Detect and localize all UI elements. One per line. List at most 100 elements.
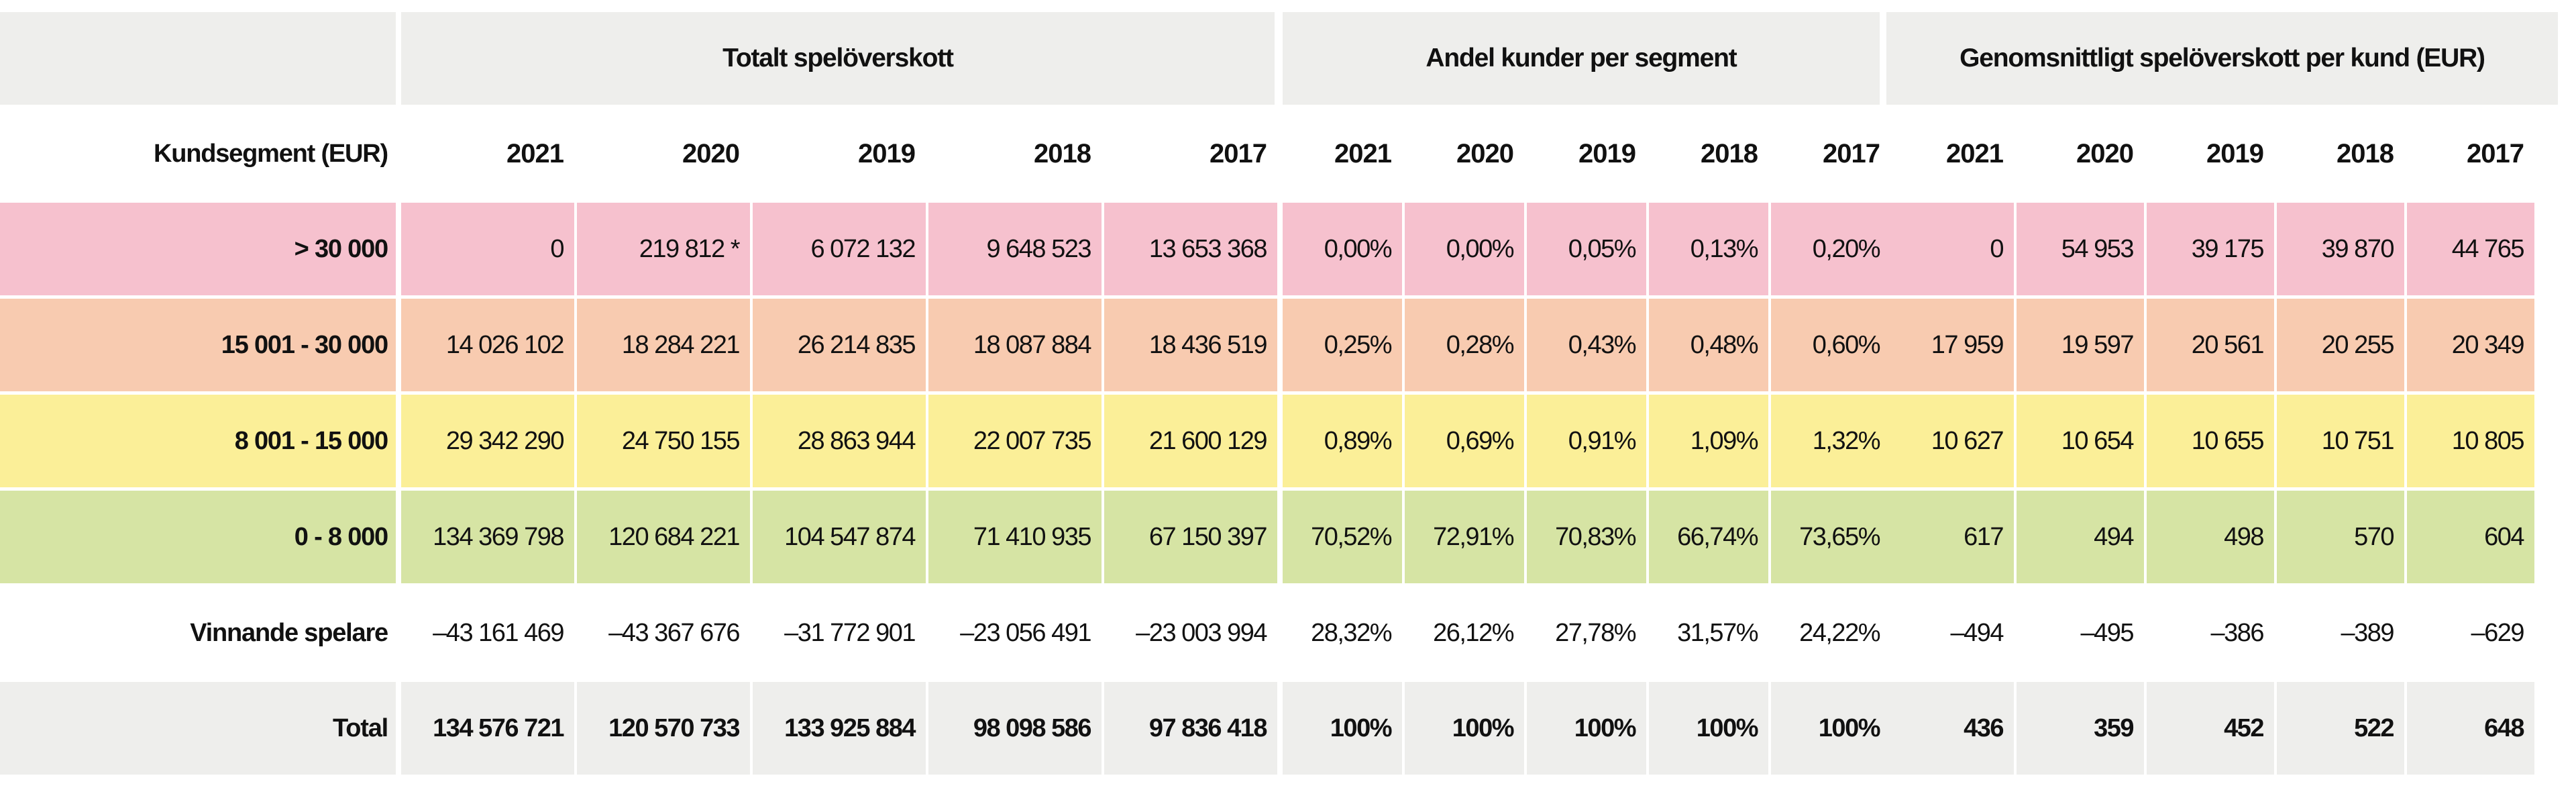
cell-avg: 604 <box>2407 491 2534 583</box>
cell-total: 29 342 290 <box>401 395 574 487</box>
cell-total: 21 600 129 <box>1104 395 1277 487</box>
cell-total: 18 087 884 <box>928 299 1102 391</box>
year-header-share: 2019 <box>1578 138 1636 168</box>
year-header-total: 2018 <box>1034 138 1091 168</box>
cell-share: 24,22% <box>1771 587 1890 679</box>
table-row: Total 134 576 721 120 570 733 133 925 884 98… <box>0 682 2576 775</box>
cell-share: 0,28% <box>1405 299 1524 391</box>
cell-avg: 10 805 <box>2407 395 2534 487</box>
cell-total: 120 570 733 <box>577 682 750 775</box>
row-label: Vinnande spelare <box>0 587 396 679</box>
cell-total: 97 836 418 <box>1104 682 1277 775</box>
cell-avg: –389 <box>2277 587 2404 679</box>
cell-share: 1,09% <box>1649 395 1768 487</box>
cell-total: 18 436 519 <box>1104 299 1277 391</box>
cell-share: 31,57% <box>1649 587 1768 679</box>
segment-header: Kundsegment (EUR) <box>153 139 388 168</box>
cell-total: 24 750 155 <box>577 395 750 487</box>
cell-share: 0,60% <box>1771 299 1890 391</box>
cell-avg: 648 <box>2407 682 2534 775</box>
table-row: 8 001 - 15 000 29 342 290 24 750 155 28 863… <box>0 395 2576 487</box>
cell-total: 18 284 221 <box>577 299 750 391</box>
cell-share: 0,91% <box>1527 395 1646 487</box>
cell-share: 72,91% <box>1405 491 1524 583</box>
year-header-avg: 2017 <box>2467 138 2524 168</box>
cell-share: 73,65% <box>1771 491 1890 583</box>
row-label: 8 001 - 15 000 <box>0 395 396 487</box>
cell-total: 120 684 221 <box>577 491 750 583</box>
cell-avg: 10 627 <box>1886 395 2014 487</box>
cell-share: 66,74% <box>1649 491 1768 583</box>
cell-total: 71 410 935 <box>928 491 1102 583</box>
cell-share: 100% <box>1527 682 1646 775</box>
year-header-total: 2019 <box>858 138 916 168</box>
year-header-avg: 2021 <box>1946 138 2004 168</box>
cell-total: 6 072 132 <box>753 203 926 295</box>
cell-avg: –494 <box>1886 587 2014 679</box>
cell-avg: 436 <box>1886 682 2014 775</box>
cell-avg: 0 <box>1886 203 2014 295</box>
cell-avg: 20 349 <box>2407 299 2534 391</box>
year-header-row: Kundsegment (EUR) 2021 2020 2019 2018 2017 202… <box>0 107 2576 200</box>
cell-total: –43 161 469 <box>401 587 574 679</box>
year-header-share: 2018 <box>1701 138 1758 168</box>
cell-avg: 617 <box>1886 491 2014 583</box>
year-header-avg: 2020 <box>2076 138 2134 168</box>
year-header-avg: 2018 <box>2337 138 2394 168</box>
cell-total: –23 056 491 <box>928 587 1102 679</box>
cell-share: 0,20% <box>1771 203 1890 295</box>
cell-share: 28,32% <box>1283 587 1402 679</box>
cell-avg: 10 751 <box>2277 395 2404 487</box>
cell-total: 26 214 835 <box>753 299 926 391</box>
cell-share: 26,12% <box>1405 587 1524 679</box>
cell-share: 100% <box>1283 682 1402 775</box>
cell-total: 98 098 586 <box>928 682 1102 775</box>
cell-total: –31 772 901 <box>753 587 926 679</box>
cell-avg: 20 255 <box>2277 299 2404 391</box>
cell-avg: 452 <box>2147 682 2274 775</box>
cell-total: 0 <box>401 203 574 295</box>
year-header-avg: 2019 <box>2206 138 2264 168</box>
cell-total: –43 367 676 <box>577 587 750 679</box>
cell-avg: 498 <box>2147 491 2274 583</box>
cell-avg: 39 870 <box>2277 203 2404 295</box>
table-row: > 30 000 0 219 812 * 6 072 132 9 648 523 13 6… <box>0 203 2576 295</box>
cell-total: 134 369 798 <box>401 491 574 583</box>
group-header-3: Genomsnittligt spelöverskott per kund (E… <box>1886 12 2558 105</box>
cell-avg: 359 <box>2017 682 2144 775</box>
cell-avg: 522 <box>2277 682 2404 775</box>
year-header-total: 2021 <box>506 138 564 168</box>
year-header-total: 2020 <box>682 138 740 168</box>
cell-share: 100% <box>1771 682 1890 775</box>
cell-avg: 10 654 <box>2017 395 2144 487</box>
cell-share: 100% <box>1405 682 1524 775</box>
group-header-2: Andel kunder per segment <box>1283 12 1880 105</box>
cell-share: 0,89% <box>1283 395 1402 487</box>
cell-share: 27,78% <box>1527 587 1646 679</box>
cell-share: 0,13% <box>1649 203 1768 295</box>
cell-total: 104 547 874 <box>753 491 926 583</box>
cell-avg: 39 175 <box>2147 203 2274 295</box>
cell-avg: 44 765 <box>2407 203 2534 295</box>
cell-total: 67 150 397 <box>1104 491 1277 583</box>
cell-share: 0,00% <box>1405 203 1524 295</box>
cell-total: 219 812 * <box>577 203 750 295</box>
cell-share: 1,32% <box>1771 395 1890 487</box>
cell-avg: 494 <box>2017 491 2144 583</box>
cell-share: 70,52% <box>1283 491 1402 583</box>
cell-avg: –386 <box>2147 587 2274 679</box>
cell-total: 134 576 721 <box>401 682 574 775</box>
cell-share: 0,25% <box>1283 299 1402 391</box>
cell-avg: 19 597 <box>2017 299 2144 391</box>
cell-share: 0,05% <box>1527 203 1646 295</box>
cell-total: 22 007 735 <box>928 395 1102 487</box>
row-label: Total <box>0 682 396 775</box>
cell-avg: 10 655 <box>2147 395 2274 487</box>
cell-share: 0,00% <box>1283 203 1402 295</box>
cell-avg: –495 <box>2017 587 2144 679</box>
cell-avg: 17 959 <box>1886 299 2014 391</box>
row-label: 0 - 8 000 <box>0 491 396 583</box>
year-header-share: 2020 <box>1456 138 1514 168</box>
cell-share: 100% <box>1649 682 1768 775</box>
corner-cell <box>0 12 396 105</box>
